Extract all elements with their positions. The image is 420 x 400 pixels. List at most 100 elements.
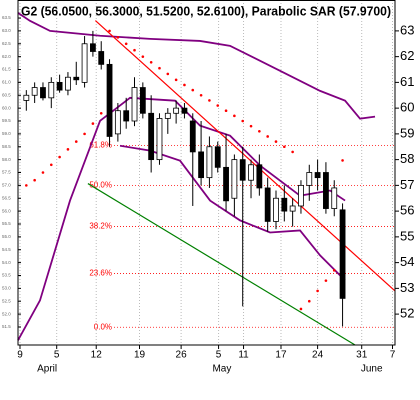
candle [48, 77, 55, 109]
sar-dot [58, 155, 61, 159]
y-left-tick-label: 56.5 [2, 195, 11, 200]
x-group-label: May [212, 364, 231, 375]
sar-dot [199, 93, 203, 97]
y-left-tick-label: 61.0 [2, 80, 11, 85]
candle [181, 102, 188, 119]
candle-body [198, 151, 204, 179]
sar-dot [141, 55, 145, 58]
candle [65, 72, 71, 96]
x-tick-label: 9 [17, 350, 23, 361]
y-left-tick-label: 60.5 [2, 92, 11, 97]
candle-body [164, 112, 171, 119]
candle-body [264, 187, 271, 222]
candle [281, 185, 288, 222]
chart-title: G2 (56.0500, 56.3000, 51.5200, 52.6100),… [21, 4, 391, 18]
sar-dot [66, 148, 70, 151]
sar-dot [316, 289, 319, 293]
sar-dot [91, 122, 95, 125]
candle [214, 141, 221, 173]
y-left-tick-label: 55.0 [2, 234, 11, 239]
candle [239, 146, 246, 307]
fib-label: 0.0% [94, 322, 112, 331]
sar-dot [324, 279, 328, 282]
sar-dot [33, 178, 36, 182]
candle [123, 97, 130, 129]
y-tick-label: 55 [400, 228, 414, 243]
candle [131, 77, 138, 127]
candle [273, 190, 279, 230]
y-tick-label: 54 [400, 254, 414, 269]
candle-body [231, 159, 238, 199]
y-left-tick-label: 57.5 [2, 170, 11, 175]
sar-dot [108, 29, 111, 33]
y-left-tick-label: 58.5 [2, 144, 11, 149]
sar-dot [25, 184, 28, 187]
y-tick-label: 60 [400, 100, 414, 115]
candle-body [223, 166, 229, 202]
candle [114, 102, 121, 142]
candle [148, 95, 155, 173]
candle [23, 90, 30, 111]
candle [331, 180, 338, 217]
y-tick-label: 57 [400, 177, 414, 192]
candle-body [106, 63, 113, 137]
y-tick-label: 52 [400, 306, 414, 321]
y-left-tick-label: 59.0 [2, 131, 11, 136]
y-left-tick-label: 57.0 [2, 183, 11, 188]
candle [339, 203, 346, 327]
sar-dot [291, 150, 294, 154]
x-tick-label: 17 [275, 350, 287, 361]
plot-frame [17, 0, 396, 346]
sar-dot [233, 114, 236, 118]
sar-dot [74, 140, 78, 143]
candle-body [248, 164, 254, 181]
candle-body [73, 76, 80, 81]
candle-body [173, 107, 180, 114]
y-left-tick-label: 62.5 [2, 41, 11, 46]
candle [198, 121, 204, 186]
sar-dot [241, 119, 245, 123]
candle [256, 154, 263, 196]
candle-body [314, 172, 321, 179]
y-left-tick-label: 56.0 [2, 208, 11, 213]
candle [31, 82, 38, 103]
x-tick-label: 5 [216, 350, 222, 361]
candle-body [81, 43, 88, 83]
fib-label: 61.8% [89, 141, 112, 150]
candle [173, 100, 180, 124]
candle [264, 177, 271, 232]
candle [98, 41, 105, 70]
sar-dot [99, 111, 103, 115]
candle-body [65, 76, 71, 91]
candle-body [214, 146, 221, 168]
sar-dot [307, 299, 311, 303]
y-left-tick-label: 53.0 [2, 286, 11, 291]
candle-body [131, 87, 138, 122]
x-tick-label: 31 [356, 350, 368, 361]
candle [223, 133, 229, 212]
sar-dot [174, 78, 178, 82]
candle-body [139, 87, 146, 114]
x-tick-label: 12 [91, 350, 103, 361]
candle [189, 113, 196, 206]
sar-dot [258, 130, 261, 133]
fib-layer: 61.8% 50.0% 38.2% 23.6% 0.0% [89, 141, 395, 331]
y-left-tick-label: 55.5 [2, 221, 11, 226]
candle-body [123, 110, 130, 122]
sar-dot [166, 72, 170, 76]
x-tick-label: 24 [312, 350, 324, 361]
x-tick-label: 7 [390, 350, 396, 361]
candle [298, 180, 304, 214]
sar-dot [158, 66, 161, 70]
sar-dot [191, 88, 195, 92]
y-left-tick-label: 54.0 [2, 260, 11, 265]
candle [156, 113, 163, 165]
y-tick-label: 62 [400, 48, 414, 63]
x-group-label: June [361, 364, 383, 375]
band-line [17, 12, 376, 120]
sar-layer [25, 29, 344, 311]
sar-dot [41, 171, 45, 174]
candle-body [156, 118, 163, 161]
candle-body [306, 172, 313, 186]
